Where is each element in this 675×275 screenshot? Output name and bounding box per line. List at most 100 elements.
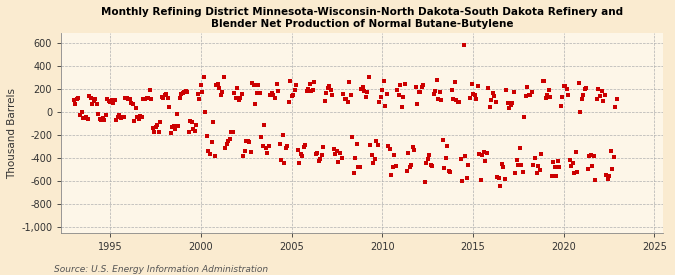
Point (525, 93, 536, 97)
Point (202, 134, 213, 138)
Point (408, 148, 419, 153)
Point (486, 97, 497, 102)
Point (212, 82, 223, 86)
Point (155, 120, 165, 125)
Point (436, 98, 447, 102)
Point (341, 97, 352, 101)
Point (263, 143, 274, 148)
Point (235, 95, 246, 100)
Point (275, 158, 286, 163)
Point (224, 136, 235, 141)
Point (513, 163, 524, 167)
Point (413, 90, 424, 94)
Point (522, 85, 533, 90)
Point (259, 123, 270, 128)
Point (252, 90, 263, 95)
Point (460, 154, 471, 158)
Point (236, 92, 247, 96)
Point (545, 95, 556, 99)
Point (433, 97, 443, 101)
Point (261, 145, 271, 150)
Point (435, 89, 446, 94)
Point (448, 97, 459, 101)
Point (268, 93, 279, 97)
Y-axis label: Thousand Barrels: Thousand Barrels (7, 87, 17, 178)
Point (437, 138, 448, 142)
Point (593, 87, 604, 91)
Point (221, 142, 232, 146)
Point (597, 99, 608, 104)
Point (109, 98, 120, 102)
Point (369, 157, 380, 161)
Point (80, 115, 91, 119)
Point (319, 98, 330, 103)
Point (439, 166, 450, 170)
Point (558, 84, 569, 88)
Point (75, 112, 86, 117)
Point (462, 176, 472, 180)
Point (610, 104, 620, 109)
Point (540, 96, 551, 101)
Point (431, 78, 442, 82)
Point (148, 130, 159, 134)
Point (327, 93, 338, 97)
Point (583, 166, 593, 171)
Point (96, 118, 107, 123)
Point (514, 146, 525, 151)
Point (184, 130, 194, 134)
Point (427, 164, 437, 168)
Point (223, 139, 234, 144)
Point (324, 84, 335, 88)
Point (350, 156, 360, 160)
Point (147, 125, 158, 130)
Point (198, 75, 209, 79)
Point (374, 100, 385, 104)
Point (530, 155, 541, 160)
Point (234, 98, 244, 102)
Point (536, 152, 547, 156)
Point (288, 93, 298, 97)
Point (115, 116, 126, 120)
Point (507, 101, 518, 105)
Point (111, 117, 122, 122)
Point (229, 90, 240, 95)
Point (501, 87, 512, 92)
Point (134, 117, 144, 122)
Point (136, 115, 147, 119)
Point (250, 102, 261, 106)
Point (445, 170, 456, 175)
Point (510, 170, 520, 175)
Point (246, 150, 256, 154)
Point (306, 89, 317, 93)
Point (584, 153, 595, 158)
Point (338, 92, 348, 96)
Point (452, 100, 463, 104)
Point (114, 112, 125, 117)
Point (85, 96, 96, 100)
Point (562, 87, 572, 91)
Point (423, 157, 433, 161)
Point (126, 100, 137, 105)
Point (508, 90, 519, 94)
Point (526, 90, 537, 94)
Point (404, 165, 415, 169)
Point (542, 92, 553, 97)
Point (504, 106, 515, 110)
Point (192, 92, 203, 97)
Point (483, 86, 493, 90)
Point (466, 82, 477, 86)
Point (333, 160, 344, 164)
Point (124, 97, 135, 101)
Point (285, 79, 296, 83)
Point (580, 86, 591, 91)
Point (560, 84, 570, 88)
Point (533, 164, 543, 168)
Point (310, 152, 321, 156)
Point (273, 89, 284, 93)
Point (385, 146, 396, 151)
Point (300, 142, 310, 147)
Point (301, 89, 312, 93)
Point (379, 78, 389, 83)
Point (351, 141, 362, 146)
Point (140, 97, 151, 101)
